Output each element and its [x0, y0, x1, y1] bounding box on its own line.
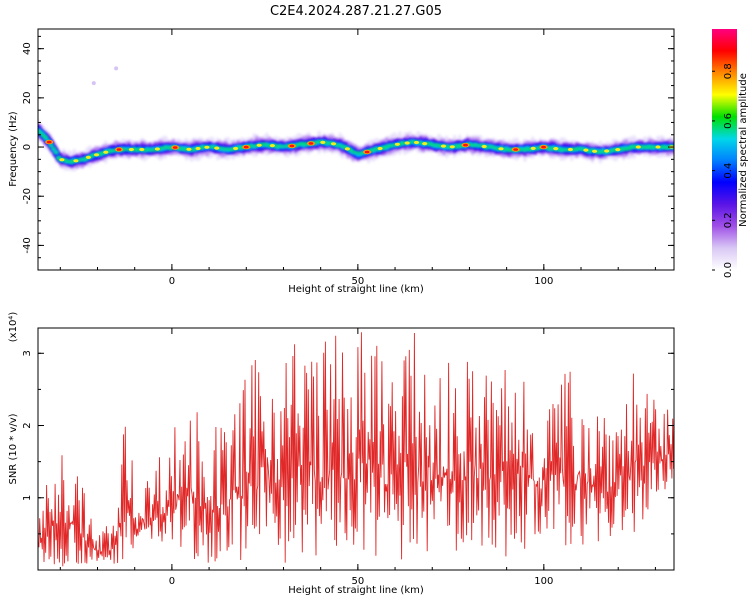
spectrogram-y-axis-label: Frequency (Hz)	[8, 111, 19, 187]
ridge-peak	[440, 144, 447, 148]
ridge-peak	[154, 147, 160, 151]
ridge-cell	[48, 143, 54, 147]
ridge-peak	[93, 153, 100, 157]
ridge-peak	[214, 146, 220, 150]
ridge-cell	[53, 151, 59, 154]
x-tick-label: 50	[351, 576, 364, 587]
colorbar-gradient	[712, 29, 737, 270]
ridge-cell	[38, 129, 41, 132]
ridge-peak	[204, 145, 210, 149]
snr-y-multiplier: (x10⁴)	[8, 312, 19, 343]
ridge-peak	[195, 146, 201, 151]
ridge-peak	[59, 158, 65, 162]
ridge-peak	[449, 145, 455, 149]
y-tick-label: 2	[22, 422, 33, 428]
x-tick-label: 100	[534, 576, 553, 587]
colorbar: 0.0 0.2 0.4 0.6 0.8 Normalized spectral ampl…	[712, 29, 749, 278]
ridge-peak	[73, 159, 79, 163]
ridge-peak	[413, 140, 420, 145]
snr-frame	[37, 327, 675, 571]
y-tick-label: 20	[22, 91, 33, 104]
colorbar-tick-label: 0.0	[723, 262, 734, 278]
spectrogram-axis-ticks: 0 50 100 -40 -20 0 20 40	[22, 29, 674, 287]
y-tick-label: -20	[22, 188, 33, 204]
ridge-peak	[655, 145, 661, 149]
y-tick-label: -40	[22, 237, 33, 253]
ridge-peak	[320, 140, 326, 144]
colorbar-tick-label: 0.6	[723, 113, 734, 129]
ridge-peak-core	[513, 148, 519, 151]
ridge-cell	[40, 134, 46, 137]
ridge-peak-core	[116, 148, 122, 151]
colorbar-tick-label: 0.2	[723, 212, 734, 228]
colorbar-label: Normalized spectral amplitude	[738, 73, 749, 227]
ridge-peak	[330, 142, 337, 146]
ridge-peak-core	[308, 142, 314, 145]
ridge-peak	[592, 149, 598, 153]
ridge-peak	[530, 146, 536, 150]
spectrogram-x-axis-label: Height of straight line (km)	[288, 284, 424, 295]
x-tick-label: 50	[351, 276, 364, 287]
ridge-peak	[635, 145, 641, 149]
x-tick-label: 100	[534, 276, 553, 287]
y-tick-label: 1	[22, 495, 33, 501]
ridge-peak	[553, 147, 559, 151]
x-tick-label: 0	[169, 576, 175, 587]
ridge-peak	[269, 144, 275, 148]
ridge-peak	[256, 143, 262, 147]
ridge-peak-core	[364, 150, 370, 154]
colorbar-tick-label: 0.4	[723, 163, 734, 179]
ridge-peaks	[45, 139, 674, 163]
ridge-peak	[583, 148, 589, 152]
ridge-peak-core	[46, 140, 52, 144]
y-tick-label: 40	[22, 42, 33, 55]
ridge-peak-core	[243, 145, 249, 149]
ridge-peak	[567, 147, 574, 152]
ridge-peak	[422, 142, 428, 146]
ridge-peak	[344, 147, 350, 151]
snr-panel: 0 50 100 1 2 3 Height of straight line (km) S…	[8, 312, 675, 596]
ridge-cell	[457, 145, 463, 149]
ridge-peak	[128, 147, 134, 152]
ridge-peak	[186, 147, 192, 151]
ridge-peak	[404, 141, 410, 145]
ridge-peak	[481, 144, 487, 149]
x-tick-label: 0	[169, 276, 175, 287]
ridge-cell	[43, 136, 49, 139]
ridge-peak-core	[289, 144, 295, 148]
spectrogram-ridge	[38, 66, 674, 172]
ridge-peak	[604, 149, 610, 153]
spectrogram-outlier	[91, 81, 96, 86]
ridge-peak-core	[172, 146, 178, 149]
y-tick-label: 0	[22, 144, 33, 150]
colorbar-ticks: 0.0 0.2 0.4 0.6 0.8	[712, 63, 734, 278]
y-tick-label: 3	[22, 350, 33, 356]
snr-y-axis-label: SNR (10 * v/v)	[8, 413, 19, 484]
ridge-peak	[103, 150, 109, 154]
ridge-peak-core	[463, 143, 468, 147]
colorbar-tick-label: 0.8	[723, 63, 734, 79]
ridge-cell	[371, 149, 377, 152]
ridge-peak	[615, 148, 621, 152]
ridge-peak-core	[541, 145, 546, 149]
ridge-peak	[233, 146, 239, 151]
spectrogram-outlier	[114, 66, 119, 71]
spectrogram-panel: 0 50 100 -40 -20 0 20 40 Height of straight lin…	[8, 28, 675, 295]
ridge-peak	[498, 147, 504, 151]
ridge-peak	[85, 155, 91, 159]
snr-axis-ticks: 0 50 100 1 2 3	[22, 328, 674, 587]
ridge-cell	[51, 147, 57, 150]
snr-series-line	[38, 332, 674, 567]
ridge-peak	[139, 147, 145, 152]
ridge-cell	[38, 131, 44, 134]
snr-x-axis-label: Height of straight line (km)	[288, 585, 424, 596]
ridge-peak	[377, 146, 383, 151]
spectrogram-frame	[37, 28, 675, 271]
figure-title: C2E4.2024.287.21.27.G05	[270, 4, 442, 19]
ridge-peak	[394, 142, 400, 146]
